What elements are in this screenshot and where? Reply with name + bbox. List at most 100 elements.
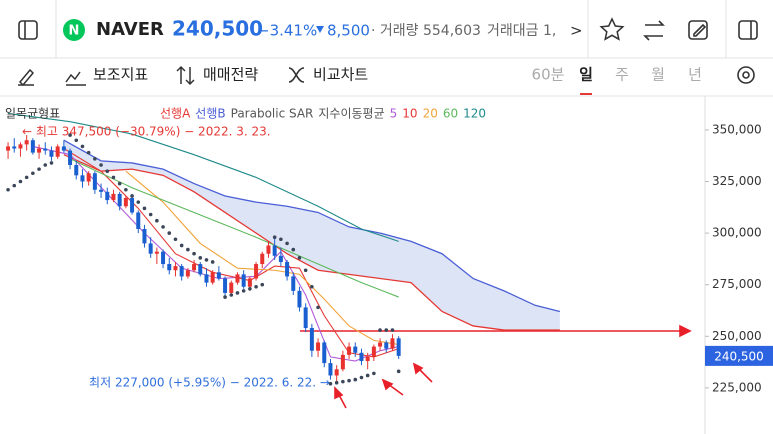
sar-dot <box>328 381 333 386</box>
candle-body <box>74 165 79 176</box>
period-tab[interactable]: 년 <box>688 66 702 84</box>
plot <box>6 112 561 386</box>
candle-body <box>241 274 246 287</box>
last-price-box <box>705 345 773 366</box>
sar-dot <box>186 247 190 252</box>
sar-dot <box>260 282 265 287</box>
candle-body <box>359 352 364 362</box>
sar-dot <box>12 183 17 188</box>
chart-title: 일목균형표 <box>5 107 60 121</box>
candle-body <box>378 342 383 347</box>
down-icon <box>316 26 324 33</box>
span-a-line <box>63 154 560 331</box>
candle-body <box>68 150 73 165</box>
candle-body <box>353 346 358 353</box>
candle-body <box>260 253 265 265</box>
candle-body <box>198 264 203 275</box>
legend-item: 5 <box>390 107 398 121</box>
sar-dot <box>37 167 41 171</box>
candle-body <box>80 175 85 182</box>
candle-body <box>136 212 141 229</box>
candle-body <box>247 278 252 287</box>
sar-dot <box>297 256 302 260</box>
legend-item: 지수이동평균 <box>318 107 384 121</box>
legend-item: 20 <box>423 107 438 121</box>
sar-dot <box>223 295 227 299</box>
candle-body <box>365 356 370 362</box>
candle-body <box>117 193 122 207</box>
volume: · 거래량 554,603 <box>371 23 481 39</box>
legend-item: 선행B <box>195 106 225 121</box>
sar-dot <box>378 328 382 332</box>
candle-body <box>154 251 159 254</box>
sar-dot <box>192 251 196 256</box>
candle-body <box>272 245 277 256</box>
candle-body <box>43 148 48 151</box>
candle-body <box>12 146 17 149</box>
compare-icon <box>288 67 305 83</box>
sar-dot <box>229 293 234 297</box>
sar-dot <box>31 171 35 176</box>
period-tab[interactable]: 일 <box>579 66 593 84</box>
sar-dot <box>334 380 339 385</box>
edit[interactable] <box>688 20 708 40</box>
sar-dot <box>18 179 23 184</box>
candle-body <box>384 342 389 349</box>
candle-body <box>235 274 240 283</box>
sar-dot <box>136 200 141 204</box>
sar-dot <box>179 243 184 248</box>
sidebar-toggle[interactable] <box>18 20 38 40</box>
indicators[interactable]: 보조지표 <box>93 66 148 84</box>
candle-body <box>86 173 91 182</box>
candle-body <box>216 272 221 279</box>
sar-dot <box>142 206 147 211</box>
y-tick-label: 350,000 <box>712 122 762 136</box>
annotation: ← 최고 347,500 (−30.79%) − 2022. 3. 23. <box>22 125 271 139</box>
settings[interactable] <box>737 66 755 84</box>
price: 240,500 <box>172 17 263 41</box>
more[interactable]: > <box>570 22 583 40</box>
sar-dot <box>365 373 370 378</box>
candle-body <box>30 140 35 153</box>
sar-dot <box>341 379 345 384</box>
strategy[interactable]: 매매전략 <box>203 66 258 84</box>
candle-body <box>229 282 234 293</box>
swap[interactable] <box>643 20 665 41</box>
candle-body <box>309 328 314 351</box>
legend-item: 60 <box>443 107 458 121</box>
sar-dot <box>74 138 79 143</box>
sar-dot <box>130 194 134 198</box>
candle-body <box>49 150 54 157</box>
span-b-line <box>63 139 561 313</box>
period-tab[interactable]: 월 <box>651 66 665 84</box>
sar-dot <box>353 377 358 382</box>
sar-dot <box>105 169 110 173</box>
candle-body <box>61 146 66 151</box>
candle-body <box>185 270 190 277</box>
legend-item: 선행A <box>160 106 191 121</box>
candle-body <box>347 346 352 355</box>
sar-dot <box>384 328 389 332</box>
sar-dot <box>99 163 103 167</box>
candle-body <box>371 346 376 357</box>
candle-body <box>123 198 128 207</box>
sar-dot <box>390 328 395 332</box>
panel-toggle[interactable] <box>738 20 758 40</box>
sar-dot <box>49 161 54 165</box>
period-tab[interactable]: 주 <box>615 66 629 84</box>
compare[interactable]: 비교차트 <box>313 66 368 84</box>
y-tick-label: 225,000 <box>712 380 762 394</box>
annotation: 최저 227,000 (+5.95%) − 2022. 6. 22. → <box>89 376 330 390</box>
draw-tool[interactable] <box>18 68 35 87</box>
candle-body <box>179 266 184 277</box>
sar-dot <box>254 284 258 289</box>
period-tab[interactable]: 60분 <box>532 66 565 84</box>
candle-body <box>316 342 321 351</box>
strategy-icon <box>176 65 195 86</box>
sar-dot <box>347 378 351 383</box>
favorite[interactable] <box>599 17 625 41</box>
sar-dot <box>86 150 91 155</box>
sar-dot <box>279 237 283 242</box>
candle-body <box>340 354 345 370</box>
candle-body <box>223 278 228 293</box>
